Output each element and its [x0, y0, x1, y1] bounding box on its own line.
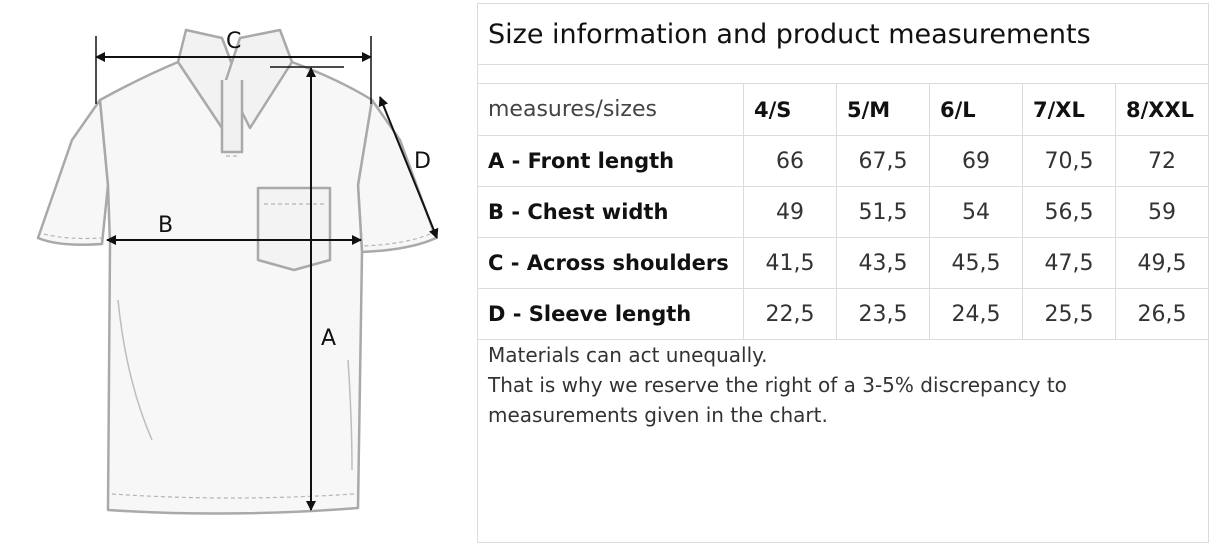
row-label: B - Chest width	[477, 186, 744, 238]
table-cell: 47,5	[1022, 237, 1116, 289]
dimension-label-a: A	[321, 326, 336, 351]
table-cell: 49,5	[1114, 237, 1210, 289]
column-header-size: 5/M	[836, 83, 930, 136]
disclaimer-line: measurements given in the chart.	[488, 403, 828, 427]
dimension-label-c: C	[226, 29, 241, 54]
table-cell: 49	[743, 186, 837, 238]
table-cell: 69	[929, 135, 1023, 187]
table-title-row: Size information and product measurement…	[476, 3, 1210, 65]
column-header-size: 6/L	[929, 83, 1023, 136]
table-cell: 24,5	[929, 288, 1023, 340]
shirt-fold-lines	[117, 299, 353, 471]
disclaimer-text: Materials can act unequally. That is why…	[476, 339, 1210, 543]
table-cell: 22,5	[743, 288, 837, 340]
disclaimer-line: Materials can act unequally.	[488, 343, 768, 367]
column-header-size: 8/XXL	[1114, 83, 1210, 136]
size-information-table: Size information and product measurement…	[476, 3, 1210, 543]
polo-shirt-illustration	[36, 28, 438, 515]
table-row: A - Front length 66 67,5 69 70,5 72	[477, 135, 1210, 187]
table-header-row: measures/sizes 4/S 5/M 6/L 7/XL 8/XXL	[477, 83, 1210, 136]
table-cell: 43,5	[836, 237, 930, 289]
table-spacer-row	[476, 64, 1210, 84]
table-cell: 70,5	[1022, 135, 1116, 187]
table-cell: 66	[743, 135, 837, 187]
column-header-size: 4/S	[743, 83, 837, 136]
table-cell: 45,5	[929, 237, 1023, 289]
table-cell: 41,5	[743, 237, 837, 289]
dimension-label-b: B	[158, 213, 173, 238]
table-title: Size information and product measurement…	[476, 3, 1210, 65]
table-row: B - Chest width 49 51,5 54 56,5 59	[477, 186, 1210, 238]
table-cell: 26,5	[1114, 288, 1210, 340]
row-label: D - Sleeve length	[477, 288, 744, 340]
table-cell: 51,5	[836, 186, 930, 238]
table-cell: 59	[1114, 186, 1210, 238]
disclaimer-line: That is why we reserve the right of a 3-…	[488, 373, 1067, 397]
table-cell: 72	[1114, 135, 1210, 187]
table-cell: 25,5	[1022, 288, 1116, 340]
column-header-size: 7/XL	[1022, 83, 1116, 136]
table-cell: 56,5	[1022, 186, 1116, 238]
table-row: D - Sleeve length 22,5 23,5 24,5 25,5 26…	[477, 288, 1210, 340]
disclaimer-row: Materials can act unequally. That is why…	[476, 339, 1210, 543]
table-cell: 67,5	[836, 135, 930, 187]
dimension-arrow-d	[378, 96, 439, 239]
row-label: A - Front length	[477, 135, 744, 187]
shirt-measurement-diagram: C A B D	[36, 28, 439, 515]
dimension-label-d: D	[414, 149, 431, 174]
table-row: C - Across shoulders 41,5 43,5 45,5 47,5…	[477, 237, 1210, 289]
table-cell: 54	[929, 186, 1023, 238]
column-header-measures-sizes: measures/sizes	[477, 83, 744, 136]
row-label: C - Across shoulders	[477, 237, 744, 289]
table-cell: 23,5	[836, 288, 930, 340]
